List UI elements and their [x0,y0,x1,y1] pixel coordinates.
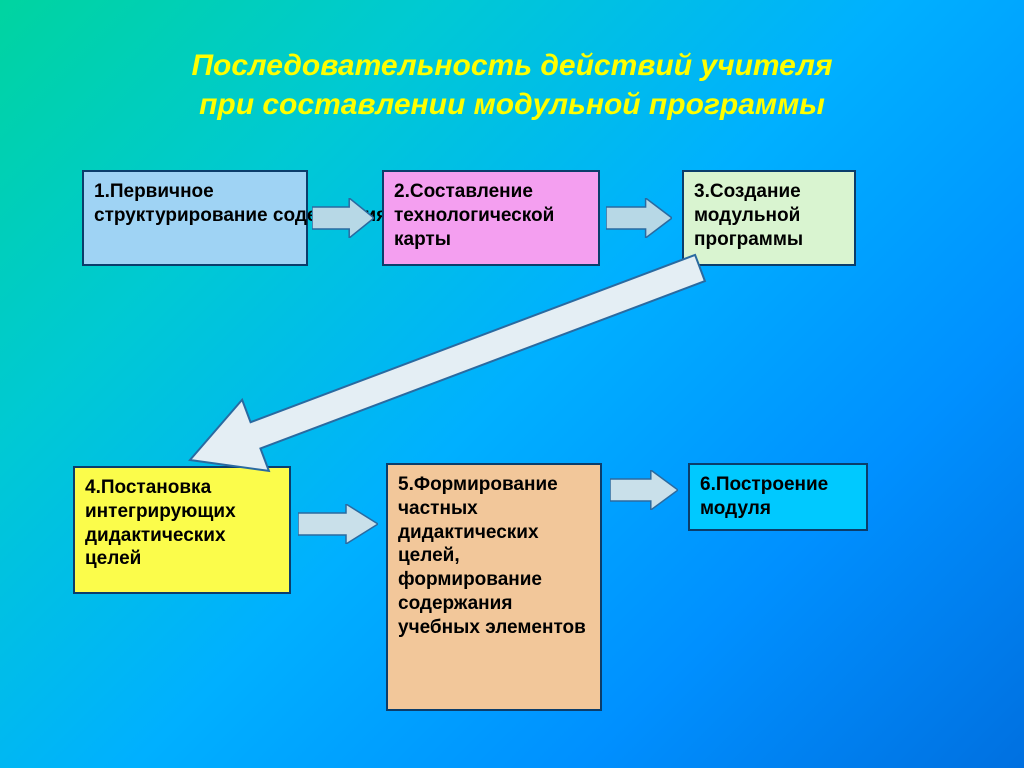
box-5-private-goals: 5.Формирование частных дидактических цел… [386,463,602,711]
box-1-primary-structuring: 1.Первичное структурирование содержания [82,170,308,266]
box-4-label: 4.Постановка интегрирующих дидактических… [85,477,236,569]
box-6-label: 6.Построение модуля [700,474,828,519]
box-5-label: 5.Формирование частных дидактических цел… [398,474,586,638]
box-4-integrating-goals: 4.Постановка интегрирующих дидактических… [73,466,291,594]
box-2-tech-map: 2.Составление технологической карты [382,170,600,266]
title-line2: при составлении модульной программы [0,85,1024,124]
title-line1: Последовательность действий учителя [0,46,1024,85]
box-2-label: 2.Составление технологической карты [394,181,554,250]
page-title: Последовательность действий учителя при … [0,0,1024,124]
box-3-create-program: 3.Создание модульной программы [682,170,856,266]
box-3-label: 3.Создание модульной программы [694,181,803,250]
box-6-build-module: 6.Построение модуля [688,463,868,531]
